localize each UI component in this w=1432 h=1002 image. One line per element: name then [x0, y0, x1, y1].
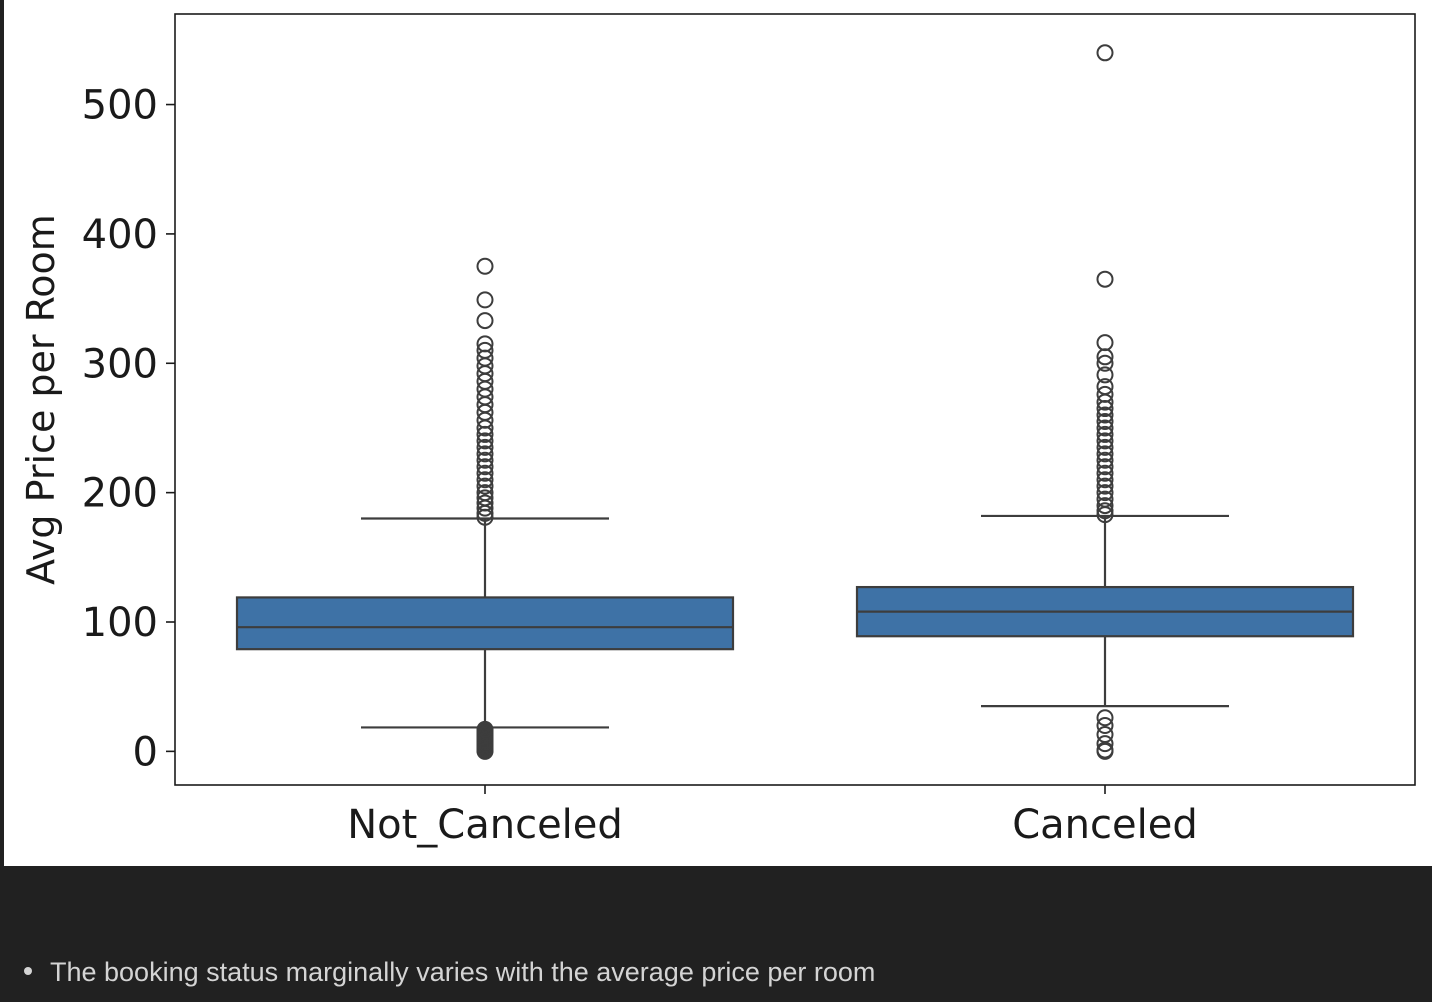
- notes-section: The booking status marginally varies wit…: [0, 866, 1432, 1002]
- outlier-point-canceled: [1096, 270, 1114, 288]
- outlier-point-not-canceled: [476, 291, 494, 309]
- outlier-point-canceled: [1096, 432, 1114, 450]
- outlier-point-canceled: [1096, 502, 1114, 520]
- y-tick-label: 500: [82, 83, 158, 129]
- box-not-canceled: [235, 596, 735, 651]
- left-edge-strip: [0, 0, 4, 866]
- outlier-point-canceled: [1096, 471, 1114, 489]
- outlier-point-canceled: [1096, 497, 1114, 515]
- outlier-point-not-canceled: [476, 464, 494, 482]
- outlier-point-not-canceled: [476, 438, 494, 456]
- outlier-point-canceled: [1096, 445, 1114, 463]
- outlier-point-canceled: [1096, 464, 1114, 482]
- notes-bullet-item: The booking status marginally varies wit…: [24, 954, 875, 990]
- outlier-point-canceled: [1096, 412, 1114, 430]
- outlier-point-canceled: [1096, 484, 1114, 502]
- y-tick-label: 0: [133, 729, 158, 775]
- outlier-point-canceled: [1096, 726, 1114, 744]
- outlier-point-not-canceled: [476, 335, 494, 353]
- notes-bullet-text: The booking status marginally varies wit…: [50, 957, 876, 987]
- x-tick-label-canceled: Canceled: [1012, 802, 1198, 848]
- outlier-point-canceled: [1096, 44, 1114, 62]
- outlier-point-canceled: [1096, 709, 1114, 727]
- outlier-point-canceled: [1096, 716, 1114, 734]
- outlier-point-not-canceled: [476, 720, 494, 738]
- outlier-point-not-canceled: [476, 489, 494, 507]
- x-tick-label-not-canceled: Not_Canceled: [347, 802, 623, 848]
- outlier-point-canceled: [1096, 419, 1114, 437]
- outlier-point-not-canceled: [476, 312, 494, 330]
- outlier-point-not-canceled: [476, 494, 494, 512]
- outlier-point-not-canceled: [476, 445, 494, 463]
- outlier-point-not-canceled: [476, 257, 494, 275]
- outlier-point-canceled: [1096, 735, 1114, 753]
- outlier-point-not-canceled: [476, 451, 494, 469]
- outlier-point-canceled: [1096, 477, 1114, 495]
- outlier-point-not-canceled: [476, 471, 494, 489]
- outlier-point-canceled: [1096, 438, 1114, 456]
- y-tick-label: 200: [82, 471, 158, 517]
- outlier-point-not-canceled: [476, 341, 494, 359]
- y-tick-label: 400: [82, 212, 158, 258]
- boxplot-figure: Not_Canceled Canceled 0 100 200 300 400 500 Avg…: [4, 0, 1432, 866]
- outlier-point-not-canceled: [476, 458, 494, 476]
- outlier-point-canceled: [1096, 334, 1114, 352]
- outlier-point-canceled: [1096, 425, 1114, 443]
- bullet-icon: [24, 966, 32, 975]
- outlier-point-not-canceled: [476, 484, 494, 502]
- outlier-point-canceled: [1096, 378, 1114, 396]
- outlier-point-canceled: [1096, 451, 1114, 469]
- outlier-point-canceled: [1096, 458, 1114, 476]
- y-axis-label: Avg Price per Room: [19, 214, 63, 585]
- y-tick-label: 100: [82, 600, 158, 646]
- outlier-point-canceled: [1096, 490, 1114, 508]
- plot-frame: [174, 13, 1416, 786]
- outlier-point-not-canceled: [476, 477, 494, 495]
- outlier-point-canceled: [1096, 406, 1114, 424]
- y-tick-label: 300: [82, 341, 158, 387]
- outlier-point-canceled: [1096, 354, 1114, 372]
- boxplot-chart: Not_Canceled Canceled 0 100 200 300 400 500 Avg…: [19, 13, 1416, 848]
- outlier-point-canceled: [1096, 366, 1114, 384]
- outlier-point-not-canceled: [476, 432, 494, 450]
- outlier-point-canceled: [1096, 385, 1114, 403]
